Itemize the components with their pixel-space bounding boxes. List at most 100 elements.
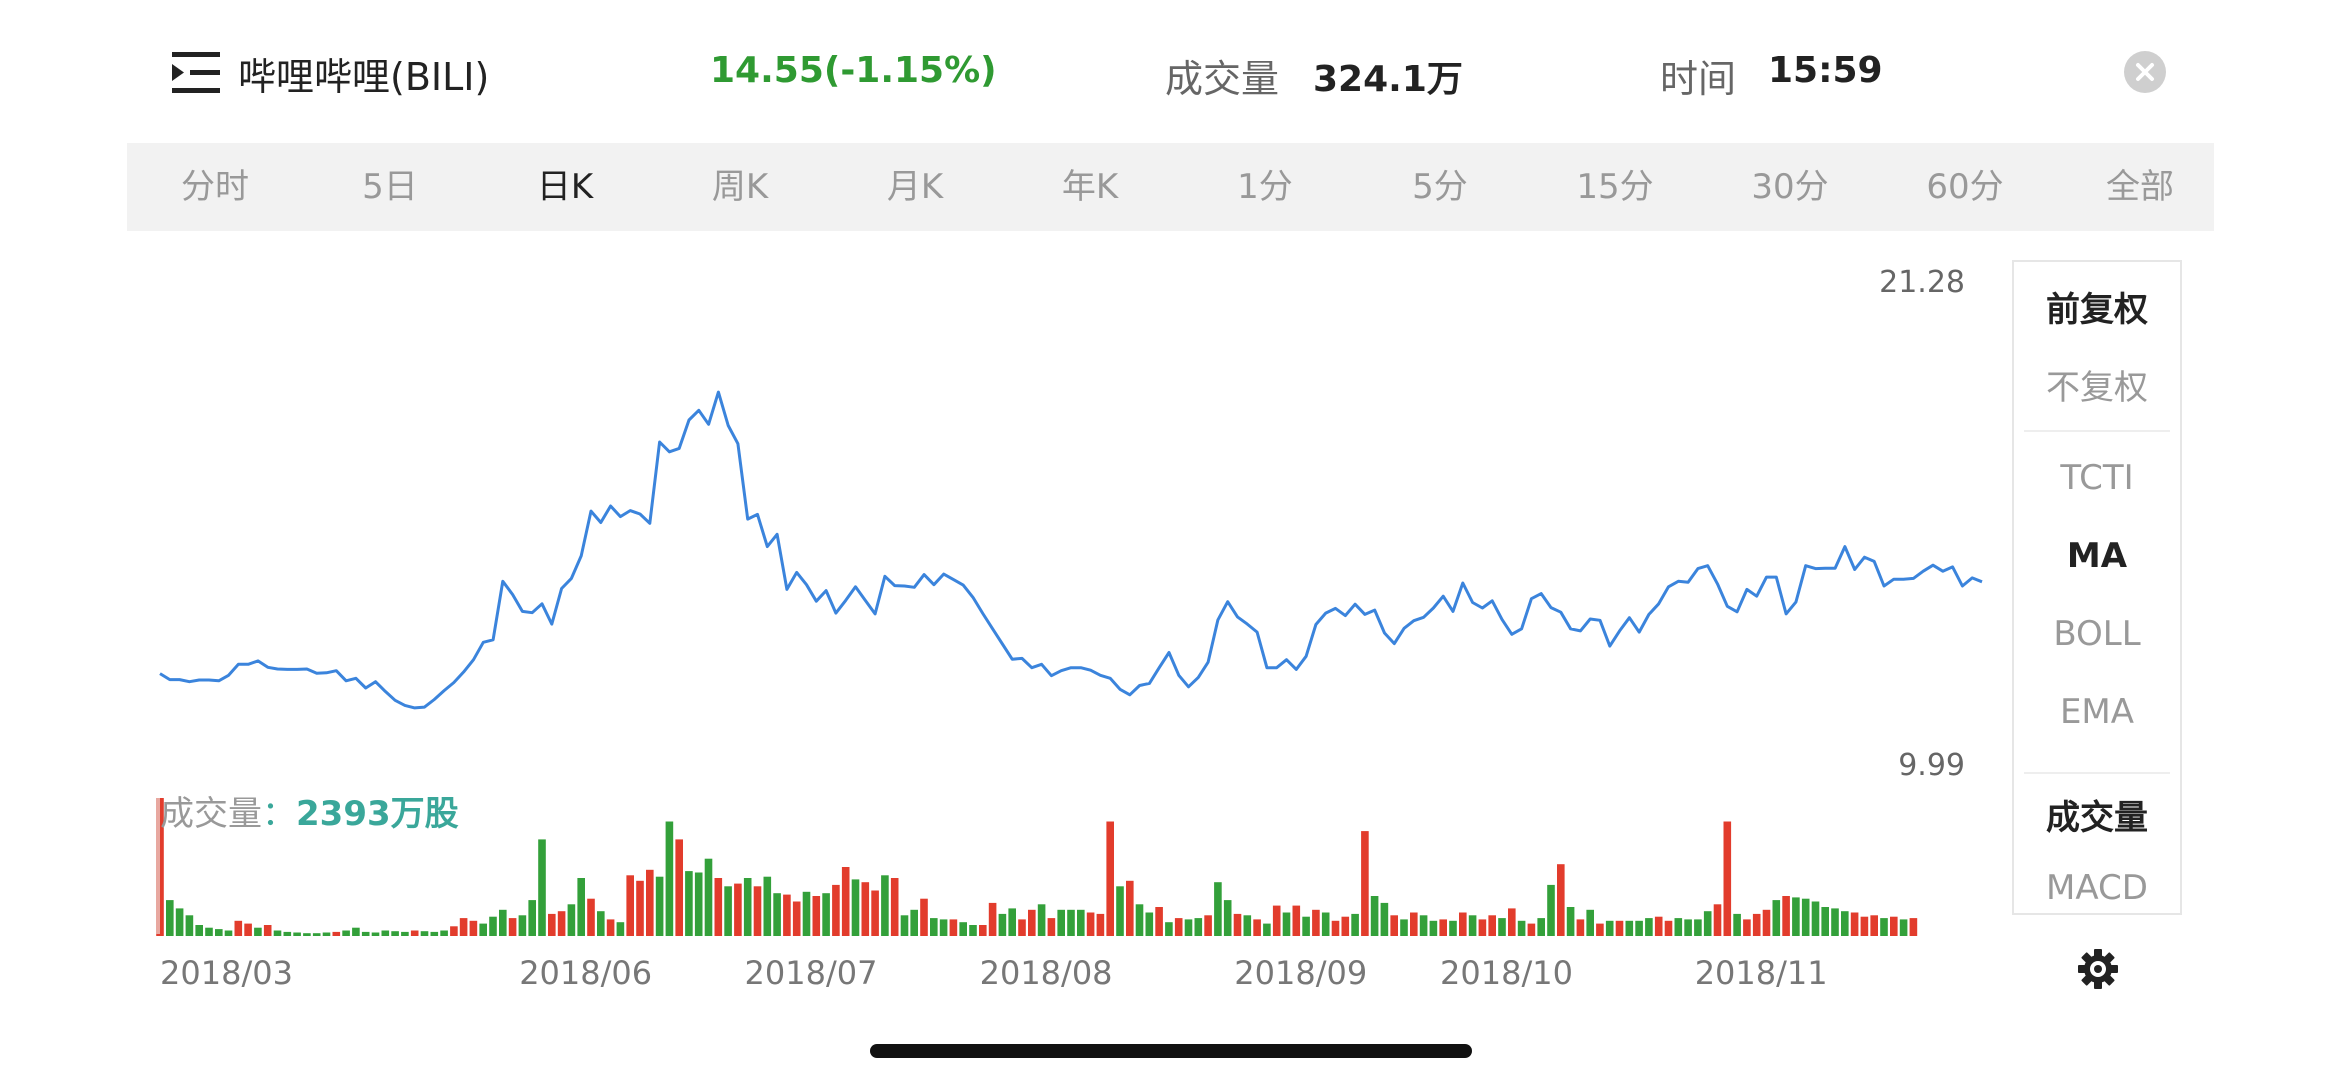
volume-bar xyxy=(734,883,742,936)
x-tick-label: 2018/11 xyxy=(1695,954,1828,992)
volume-bar xyxy=(1077,909,1085,936)
volume-bar xyxy=(1645,918,1653,936)
volume-bar xyxy=(303,933,311,936)
volume-bar xyxy=(851,879,860,936)
volume-bar xyxy=(283,931,292,936)
tab-11[interactable]: 全部 xyxy=(2106,167,2174,207)
volume-bar xyxy=(773,893,781,936)
volume-bars xyxy=(156,798,1918,936)
volume-bar xyxy=(1086,912,1095,936)
volume-bar xyxy=(1654,916,1663,936)
tab-6[interactable]: 1分 xyxy=(1237,167,1293,207)
volume-bar xyxy=(1762,909,1771,936)
volume-bar xyxy=(1439,919,1447,936)
tab-1[interactable]: 5日 xyxy=(362,167,418,207)
indicator-option-2[interactable]: TCTI xyxy=(2060,458,2134,498)
volume-bar xyxy=(459,918,468,936)
volume-bar xyxy=(959,922,967,936)
volume-bar xyxy=(1674,918,1683,936)
settings-button[interactable] xyxy=(2077,948,2119,990)
volume-bar xyxy=(1380,902,1389,936)
stock-name: 哔哩哔哩(BILI) xyxy=(238,55,490,99)
indicator-option-7[interactable]: MACD xyxy=(2046,868,2148,908)
volume-bar xyxy=(567,904,576,936)
volume-bar xyxy=(1547,884,1555,936)
volume-bar xyxy=(1752,913,1761,936)
tab-8[interactable]: 15分 xyxy=(1576,167,1654,207)
tab-9[interactable]: 30分 xyxy=(1751,167,1829,207)
tab-7[interactable]: 5分 xyxy=(1412,167,1468,207)
volume-bar xyxy=(606,919,615,936)
volume-bar xyxy=(743,878,752,936)
volume-bar xyxy=(1410,912,1418,936)
indicator-option-6[interactable]: 成交量 xyxy=(2046,798,2148,838)
volume-bar xyxy=(1498,918,1506,936)
tab-2[interactable]: 日K xyxy=(536,167,594,207)
volume-bar xyxy=(1566,907,1575,936)
volume-bar xyxy=(273,930,282,936)
volume-bar xyxy=(1155,907,1163,936)
volume-bar xyxy=(763,876,772,936)
volume-label: 成交量 xyxy=(1165,57,1280,101)
volume-bar xyxy=(1223,900,1232,936)
indicator-option-3[interactable]: MA xyxy=(2066,536,2128,576)
volume-bar xyxy=(518,915,527,936)
volume-bar xyxy=(949,919,958,936)
volume-bar xyxy=(263,925,272,936)
volume-bar xyxy=(391,931,399,936)
volume-bar xyxy=(1664,920,1673,936)
volume-bar xyxy=(1488,915,1496,936)
tab-0[interactable]: 分时 xyxy=(181,167,249,207)
indicator-option-1[interactable]: 不复权 xyxy=(2046,368,2148,408)
volume-bar xyxy=(440,930,448,936)
volume-bar xyxy=(1184,919,1193,936)
volume-bar xyxy=(1508,908,1516,936)
volume-bar xyxy=(1037,904,1046,936)
tab-10[interactable]: 60分 xyxy=(1926,167,2004,207)
volume-bar xyxy=(254,927,262,936)
volume-bar xyxy=(1537,918,1545,936)
volume-bar xyxy=(205,927,213,936)
volume-bar xyxy=(626,875,634,936)
volume-bar xyxy=(1204,915,1212,936)
volume-bar xyxy=(930,918,938,936)
volume-bar xyxy=(1370,896,1379,936)
volume-bar xyxy=(1850,912,1859,936)
indicator-option-4[interactable]: BOLL xyxy=(2053,614,2141,654)
tab-4[interactable]: 月K xyxy=(886,167,944,207)
home-indicator xyxy=(870,1044,1472,1058)
volume-bar xyxy=(1517,920,1526,936)
tab-3[interactable]: 周K xyxy=(711,167,769,207)
indicator-option-5[interactable]: EMA xyxy=(2059,692,2135,732)
indicator-option-0[interactable]: 前复权 xyxy=(2046,290,2148,330)
volume-bar xyxy=(1008,908,1016,936)
volume-bar xyxy=(1890,916,1898,936)
x-tick-label: 2018/08 xyxy=(980,954,1113,992)
volume-bar xyxy=(1801,898,1810,936)
volume-bar xyxy=(1096,913,1105,936)
volume-bar xyxy=(420,931,429,936)
stock-chart: 21.289.99 2018/03 2018/06 2018/07 2018/08 20… xyxy=(156,265,1983,992)
volume-bar xyxy=(224,930,233,936)
volume-bar xyxy=(1459,912,1467,936)
volume-bar xyxy=(871,890,879,936)
volume-bar xyxy=(1792,897,1800,936)
volume-bar xyxy=(1811,901,1820,936)
volume-bar xyxy=(1596,923,1604,936)
volume-bar xyxy=(381,930,390,936)
volume-bar xyxy=(1194,918,1203,936)
close-button[interactable] xyxy=(2124,51,2166,93)
volume-bar xyxy=(1880,918,1888,936)
volume-bar xyxy=(979,925,987,936)
volume-bar xyxy=(1135,904,1144,936)
period-tabs: 分时 5日 日K 周K 月K 年K 1分 5分 15分 30分 60分 全部 xyxy=(127,143,2214,231)
volume-bar xyxy=(1635,920,1643,936)
tab-5[interactable]: 年K xyxy=(1061,167,1119,207)
volume-bar xyxy=(1047,918,1056,936)
x-tick-label: 2018/06 xyxy=(519,954,652,992)
list-menu-icon[interactable] xyxy=(172,52,220,94)
volume-bar xyxy=(665,821,674,936)
volume-bar xyxy=(469,920,478,936)
volume-bar xyxy=(361,931,370,936)
volume-bar xyxy=(1106,821,1114,936)
